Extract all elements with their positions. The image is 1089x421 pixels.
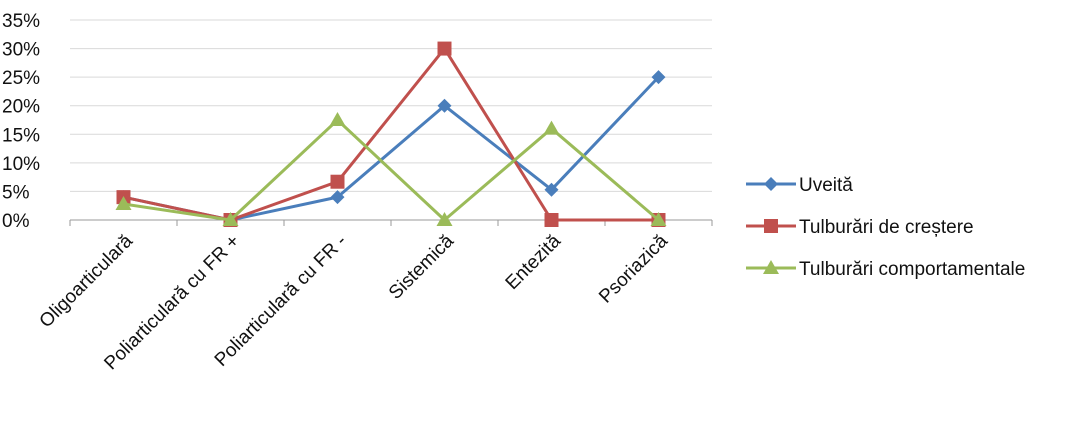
series-1 — [116, 70, 666, 227]
legend: Uveită Tulburări de creștere Tulburări com… — [746, 175, 1025, 280]
series-line — [123, 118, 660, 222]
data-point-triangle — [436, 212, 453, 226]
legend-label: Tulburări de creștere — [799, 217, 974, 238]
data-point-triangle — [763, 260, 779, 274]
legend-item: Uveită — [746, 175, 853, 196]
y-tick-label: 25% — [2, 68, 40, 89]
series-line — [123, 76, 660, 222]
data-point-triangle — [222, 212, 239, 226]
y-axis-tick-labels: 0% 5% 10% 15% 20% 25% 30% 35% — [2, 11, 40, 232]
legend-label: Uveită — [799, 175, 853, 196]
data-point-triangle — [329, 112, 346, 126]
x-category-label: Sistemică — [385, 230, 458, 303]
data-point-diamond — [437, 98, 452, 113]
data-point-diamond — [330, 190, 345, 205]
y-tick-label: 10% — [2, 154, 40, 175]
y-tick-label: 35% — [2, 11, 40, 32]
data-point-triangle — [115, 196, 132, 210]
series-3 — [115, 112, 667, 226]
x-category-label: Psoriazică — [595, 230, 672, 307]
y-tick-label: 15% — [2, 125, 40, 146]
data-point-square — [764, 219, 778, 233]
y-tick-label: 20% — [2, 97, 40, 118]
legend-label: Tulburări comportamentale — [799, 259, 1025, 280]
series-lines — [115, 41, 667, 227]
x-category-label: Entezită — [502, 230, 566, 294]
legend-item: Tulburări de creștere — [746, 217, 974, 238]
data-point-square — [544, 213, 559, 227]
y-tick-label: 5% — [2, 182, 30, 203]
y-tick-label: 0% — [2, 211, 30, 232]
data-point-square — [330, 174, 345, 189]
data-point-square — [437, 41, 452, 56]
data-point-triangle — [650, 212, 667, 226]
x-category-label: Oligoarticulară — [36, 230, 138, 332]
data-point-diamond — [544, 182, 559, 197]
gridlines — [70, 19, 712, 192]
legend-item: Tulburări comportamentale — [746, 259, 1025, 280]
data-point-diamond — [651, 70, 666, 85]
y-tick-label: 30% — [2, 40, 40, 61]
data-point-triangle — [543, 120, 560, 135]
data-point-diamond — [764, 177, 778, 191]
